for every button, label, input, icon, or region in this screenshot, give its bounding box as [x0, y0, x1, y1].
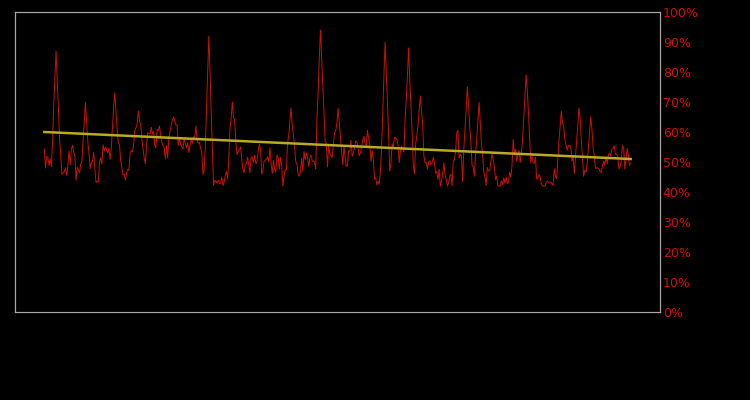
Volvo CAR AB Publ - Zero Slope Spline-GARCH Trend [626, 156, 635, 161]
Volvo CAR AB Publ - Zero Slope Spline-GARCH Volatility [359, 134, 368, 139]
Volvo CAR AB Publ - Zero Slope Spline-GARCH Volatility [614, 166, 623, 171]
Line: Volvo CAR AB Publ - Zero Slope Spline-GARCH Volatility: Volvo CAR AB Publ - Zero Slope Spline-GA… [44, 30, 631, 186]
Volvo CAR AB Publ - Zero Slope Spline-GARCH Volatility [523, 88, 532, 93]
Volvo CAR AB Publ - Zero Slope Spline-GARCH Trend [318, 142, 327, 147]
Volvo CAR AB Publ - Zero Slope Spline-GARCH Trend [322, 142, 331, 147]
Volvo CAR AB Publ - Zero Slope Spline-GARCH Trend [357, 144, 366, 149]
Volvo CAR AB Publ - Zero Slope Spline-GARCH Trend [520, 152, 530, 156]
Volvo CAR AB Publ - Zero Slope Spline-GARCH Trend [612, 156, 621, 161]
Volvo CAR AB Publ - Zero Slope Spline-GARCH Volatility [40, 147, 49, 152]
Volvo CAR AB Publ - Zero Slope Spline-GARCH Trend [388, 146, 398, 150]
Volvo CAR AB Publ - Zero Slope Spline-GARCH Volatility [324, 143, 333, 148]
Volvo CAR AB Publ - Zero Slope Spline-GARCH Volatility [392, 135, 400, 140]
Volvo CAR AB Publ - Zero Slope Spline-GARCH Trend [40, 130, 49, 134]
Volvo CAR AB Publ - Zero Slope Spline-GARCH Volatility [626, 161, 635, 166]
Volvo CAR AB Publ - Zero Slope Spline-GARCH Volatility [316, 28, 325, 32]
Volvo CAR AB Publ - Zero Slope Spline-GARCH Volatility [321, 139, 330, 144]
Volvo CAR AB Publ - Zero Slope Spline-GARCH Volatility [278, 184, 287, 188]
Line: Volvo CAR AB Publ - Zero Slope Spline-GARCH Trend: Volvo CAR AB Publ - Zero Slope Spline-GA… [44, 132, 631, 159]
